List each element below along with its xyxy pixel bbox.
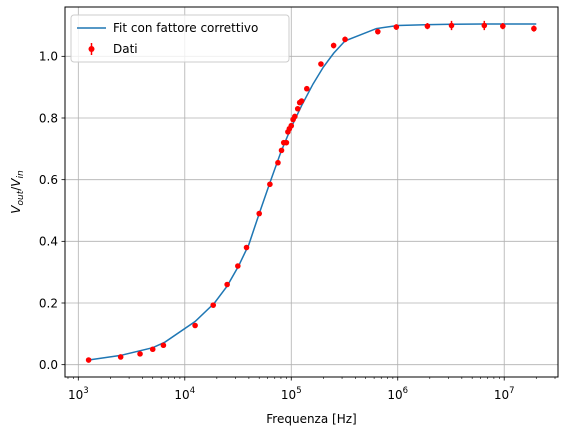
data-point [278,147,285,154]
plot-frame [64,6,559,378]
data-point [531,25,537,32]
data-point [224,281,230,288]
legend-dati-marker [88,46,95,52]
x-tick-label: 107 [494,386,515,402]
data-point [85,357,92,363]
data-point [235,263,241,269]
data-point [342,36,348,43]
y-tick-label: 0.6 [39,173,58,187]
data-points-layer [85,20,537,363]
x-tick-label: 106 [387,386,408,402]
data-point [160,342,167,349]
x-tick-label: 104 [174,386,195,402]
legend-dati-label: Dati [113,42,138,56]
data-point [243,244,250,251]
data-point [448,22,455,29]
data-point [330,42,337,49]
data-point [275,159,281,166]
data-point [292,113,298,120]
data-point [481,22,488,29]
data-point [267,181,273,188]
data-point [256,210,263,217]
data-point [149,346,156,353]
x-axis-ticks: 103 104 105 106 107 [67,377,556,402]
x-axis-label: Frequenza [Hz] [266,412,356,426]
y-label-base: V [9,205,23,214]
y-tick-label: 1.0 [39,50,58,64]
data-point [210,302,217,308]
data-point [500,23,506,29]
legend: Fit con fattore correttivo Dati [70,14,290,63]
data-point [137,351,143,357]
y-tick-label: 0.2 [39,296,58,310]
data-point [424,23,431,29]
y-tick-label: 0.0 [39,358,58,372]
data-point [288,122,295,129]
y-tick-label: 0.4 [39,235,58,249]
data-point [298,98,305,104]
y-label-sub-in: in [16,170,26,179]
y-label-base2: V [9,178,23,187]
data-point [375,28,381,35]
x-tick-label: 105 [281,386,302,402]
data-point [304,85,310,92]
data-point [192,322,198,329]
data-point [393,24,400,30]
legend-fit-label: Fit con fattore correttivo [113,21,258,35]
data-point [294,105,301,112]
y-axis-label: Vout/Vin [9,170,26,214]
y-label-slash: / [9,186,23,191]
data-point [283,139,290,146]
y-axis-ticks: 0.0 0.2 0.4 0.6 0.8 1.0 [39,50,65,372]
y-tick-label: 0.8 [39,111,58,125]
data-point [318,61,324,67]
data-point [117,354,124,360]
legend-box [70,14,290,63]
x-tick-label: 103 [68,386,89,402]
y-label-sub-out: out [16,190,26,205]
